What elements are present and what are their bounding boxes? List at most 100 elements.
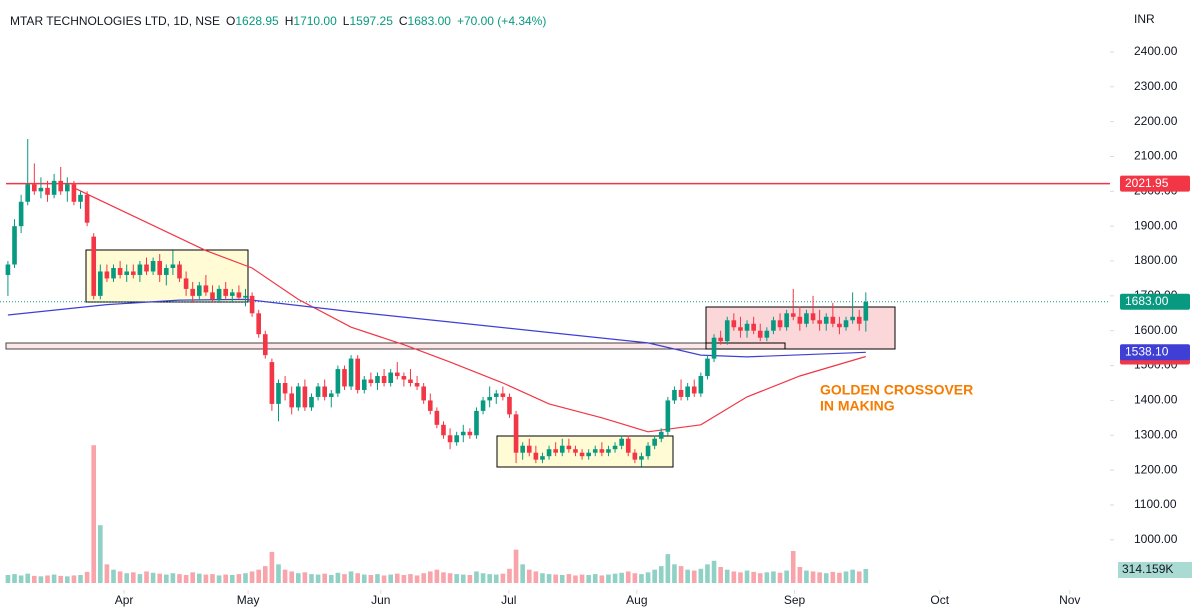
x-tick-label: Jun	[371, 593, 390, 607]
candle-body	[718, 337, 723, 342]
volume-bar	[823, 573, 829, 583]
candle-body	[144, 264, 149, 272]
candle-body	[606, 449, 611, 453]
volume-bar	[454, 574, 459, 583]
annotation: GOLDEN CROSSOVER	[820, 382, 973, 398]
candle-body	[91, 236, 97, 296]
volume-bar	[744, 570, 750, 583]
candle-body	[190, 288, 196, 296]
candle-body	[315, 386, 321, 397]
y-tick-label: 2100.00	[1134, 149, 1178, 163]
candle-body	[579, 452, 585, 457]
volume-bar	[163, 574, 169, 583]
candle-body	[276, 382, 281, 404]
volume-bar	[586, 575, 591, 583]
candle-body	[784, 313, 789, 328]
volume-bar	[526, 569, 532, 583]
candle-body	[645, 445, 651, 457]
candle-body	[150, 261, 156, 272]
volume-bar	[771, 571, 776, 583]
volume-bar	[289, 571, 294, 583]
volume-bar	[243, 573, 248, 583]
volume-bar	[678, 566, 684, 583]
candle-body	[454, 435, 459, 443]
candle-body	[744, 323, 750, 331]
x-tick-label: Apr	[115, 593, 134, 607]
candle-body	[289, 393, 294, 408]
volume-bar	[731, 571, 737, 583]
volume-bar	[236, 574, 242, 583]
candle-body	[163, 267, 169, 275]
candle-body	[309, 396, 314, 408]
volume-bar	[203, 574, 209, 583]
candle-body	[328, 393, 334, 397]
candle-body	[295, 386, 301, 408]
candle-body	[705, 358, 710, 377]
candle-body	[698, 376, 704, 394]
legend-item: 1710.00	[293, 14, 337, 28]
volume-bar	[427, 571, 433, 583]
candle-body	[837, 323, 842, 328]
candle-body	[546, 449, 552, 457]
candle-body	[493, 393, 499, 397]
ohlc-legend: O1628.95 H1710.00 L1597.25 C1683.00 +70.00 (…	[226, 14, 546, 28]
candle-body	[507, 396, 512, 415]
candle-body	[401, 376, 407, 380]
candle-body	[500, 393, 506, 397]
volume-bar	[810, 571, 816, 583]
volume-bar	[784, 570, 789, 583]
volume-bar	[130, 572, 136, 583]
volume-bar	[493, 574, 499, 583]
volume-bar	[573, 575, 578, 583]
volume-bar	[480, 573, 486, 583]
volume-bar	[276, 564, 281, 583]
volume-bar	[797, 567, 803, 583]
candle-body	[243, 295, 248, 298]
volume-bar	[249, 571, 255, 583]
volume-bar	[652, 569, 657, 583]
candle-body	[414, 382, 420, 387]
volume-bar	[262, 566, 268, 583]
volume-bar	[229, 575, 235, 583]
candle-body	[790, 313, 796, 317]
volume-bar	[401, 575, 407, 583]
candle-body	[520, 445, 525, 453]
legend-item: 1683.00	[408, 14, 452, 28]
volume-bar	[183, 575, 189, 583]
volume-bar	[157, 573, 163, 583]
volume-bar	[474, 571, 479, 583]
candle-body	[394, 372, 400, 377]
candle-body	[777, 320, 783, 328]
candle-body	[229, 292, 235, 296]
candle-body	[18, 201, 24, 227]
candle-body	[672, 389, 677, 401]
volume-bar	[137, 574, 143, 583]
volume-bar	[639, 574, 644, 583]
candle-body	[434, 410, 440, 425]
candle-body	[262, 334, 268, 356]
last-price-tag-box	[1120, 293, 1190, 310]
volume-bar	[559, 575, 565, 583]
volume-bar	[850, 569, 855, 583]
candle-body	[711, 337, 717, 359]
volume-bar	[368, 575, 374, 583]
currency-label: INR	[1134, 12, 1155, 26]
volume-bar	[777, 572, 783, 583]
candle-body	[58, 180, 64, 192]
range-box	[705, 306, 896, 350]
y-tick-label: 2400.00	[1134, 44, 1178, 58]
volume-bar	[691, 570, 697, 583]
candle-body	[553, 449, 558, 453]
volume-bar	[685, 569, 690, 583]
candle-body	[282, 382, 288, 394]
volume-bar	[658, 566, 664, 583]
candle-body	[183, 278, 189, 289]
candle-body	[830, 316, 836, 324]
volume-bar	[375, 574, 380, 583]
volume-bar	[817, 572, 822, 583]
volume-bar	[408, 574, 413, 583]
volume-bar	[592, 574, 598, 583]
candle-body	[751, 323, 756, 331]
volume-bar	[738, 572, 743, 583]
line-price-tag-box	[1120, 175, 1190, 192]
